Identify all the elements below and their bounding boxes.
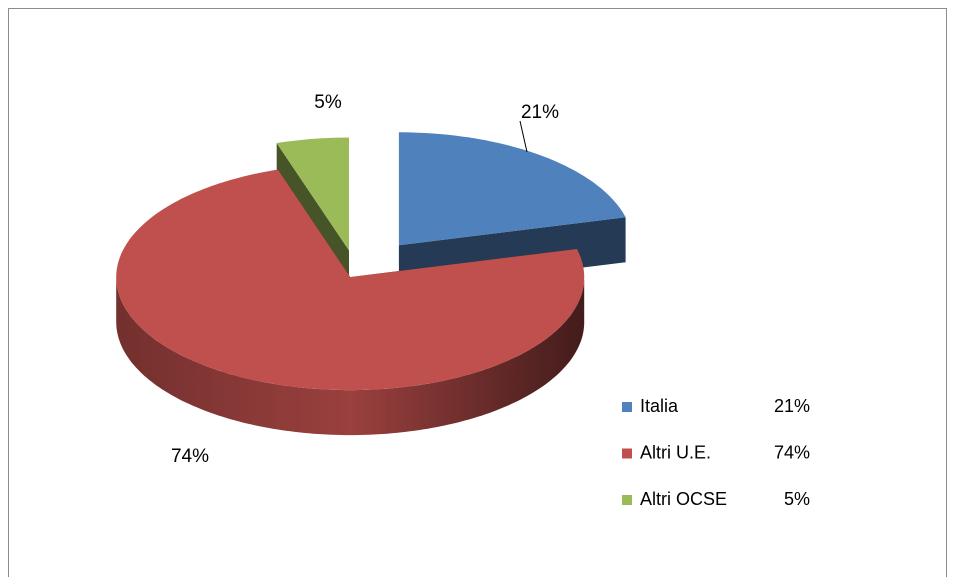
- leader-line: [519, 120, 528, 153]
- data-label: 21%: [521, 102, 559, 123]
- data-label: 74%: [171, 446, 209, 467]
- slice: [398, 132, 626, 246]
- slice: [276, 137, 349, 251]
- legend-value: 74%: [774, 442, 810, 462]
- legend-value: 21%: [774, 396, 810, 416]
- legend: Italia 21% Altri U.E. 74% Altri OCSE 5%: [622, 396, 810, 509]
- slice: [116, 169, 585, 391]
- legend-value: 5%: [784, 489, 810, 509]
- legend-label: Italia: [640, 396, 679, 416]
- legend-swatch: [622, 495, 632, 505]
- legend-swatch: [622, 448, 632, 459]
- data-label: 5%: [314, 92, 342, 113]
- labels: 21% 74% 5%: [171, 92, 559, 467]
- slice-outer-side: [116, 277, 585, 436]
- legend-label: Altri OCSE: [640, 489, 727, 509]
- legend-swatch: [622, 402, 632, 412]
- legend-label: Altri U.E.: [640, 442, 711, 462]
- pie: [116, 132, 626, 436]
